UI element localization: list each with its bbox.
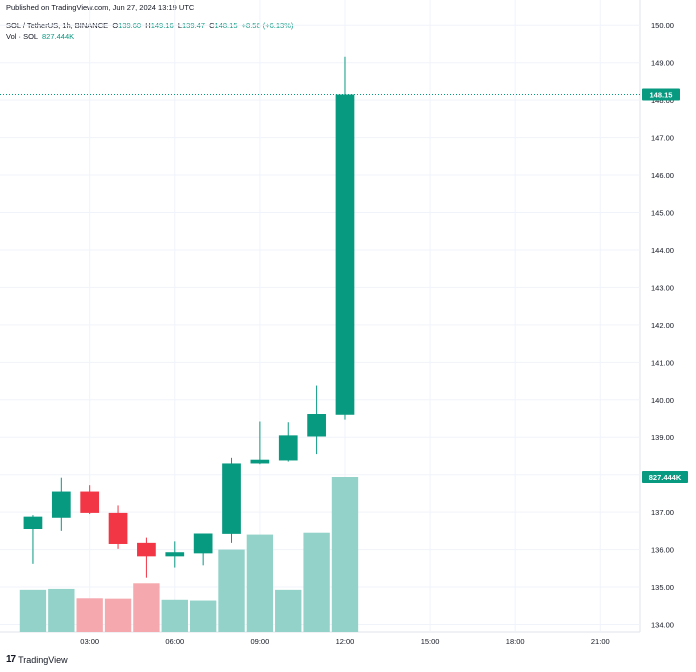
legend-volume-row: Vol · SOL 827.444K [6,31,293,42]
y-tick-label: 145.00 [651,209,674,218]
y-tick-label: 149.00 [651,59,674,68]
tradingview-logo-text: TradingView [18,654,68,665]
candle-body [80,491,100,513]
volume-badge [642,471,688,483]
x-tick-label: 09:00 [250,637,269,646]
candle-body [335,94,355,415]
candle-body [165,552,185,557]
candle-body [250,459,270,464]
y-tick-label: 140.00 [651,396,674,405]
y-tick-label: 136.00 [651,546,674,555]
chart-grid [0,0,641,633]
y-tick-label: 139.00 [651,433,674,442]
time-axis[interactable]: 03:00 06:00 09:00 12:00 15:00 18:00 21:00 [80,637,609,646]
candle-body [108,512,128,544]
volume-bar [104,598,132,632]
y-tick-label: 137.00 [651,508,674,517]
y-tick-label: 146.00 [651,171,674,180]
tradingview-logo[interactable]: 17 TradingView [6,654,68,665]
volume-bar [189,600,217,632]
candle-body [278,435,298,461]
candle-body [23,516,43,529]
x-tick-label: 18:00 [506,637,525,646]
volume-bar [246,534,274,632]
y-tick-label: 134.00 [651,621,674,630]
volume-bar [19,589,47,632]
x-tick-label: 06:00 [165,637,184,646]
volume-bar [161,599,188,632]
y-tick-label: 141.00 [651,358,674,367]
volume-bar [275,589,302,632]
last-price-badge-text: 148.15 [650,91,673,100]
y-tick-label: 150.00 [651,21,674,30]
y-tick-label: 144.00 [651,246,674,255]
published-caption: Published on TradingView.com, Jun 27, 20… [6,3,195,12]
last-price-badge [642,88,680,101]
tradingview-logo-icon: 17 [6,654,16,665]
x-tick-label: 03:00 [80,637,99,646]
candle-body [51,491,71,518]
y-tick-label: 148.00 [651,96,674,105]
x-tick-label: 21:00 [591,637,610,646]
candles [23,56,355,578]
y-tick-label: 142.00 [651,321,674,330]
candle-body [193,533,213,554]
candle-body [222,463,241,534]
x-tick-label: 12:00 [336,637,355,646]
candle-body [307,414,326,437]
x-tick-label: 15:00 [421,637,440,646]
y-tick-label: 143.00 [651,283,674,292]
volume-bar [76,598,103,632]
volume-bar [303,532,330,632]
legend-volume: 827.444K [42,32,75,41]
price-axis[interactable]: 134.00135.00136.00137.00138.00139.00140.… [651,21,674,629]
volume-bar [331,477,359,632]
legend-volume-label: Vol · SOL [6,32,38,41]
volume-bars [19,477,359,632]
volume-bar [133,583,160,632]
y-tick-label: 135.00 [651,583,674,592]
volume-badge-text: 827.444K [649,473,682,482]
volume-bar [218,549,245,632]
volume-bar [48,588,75,632]
y-tick-label: 147.00 [651,134,674,143]
axis-badges: 148.15 827.444K [0,88,688,483]
candle-body [137,542,156,557]
